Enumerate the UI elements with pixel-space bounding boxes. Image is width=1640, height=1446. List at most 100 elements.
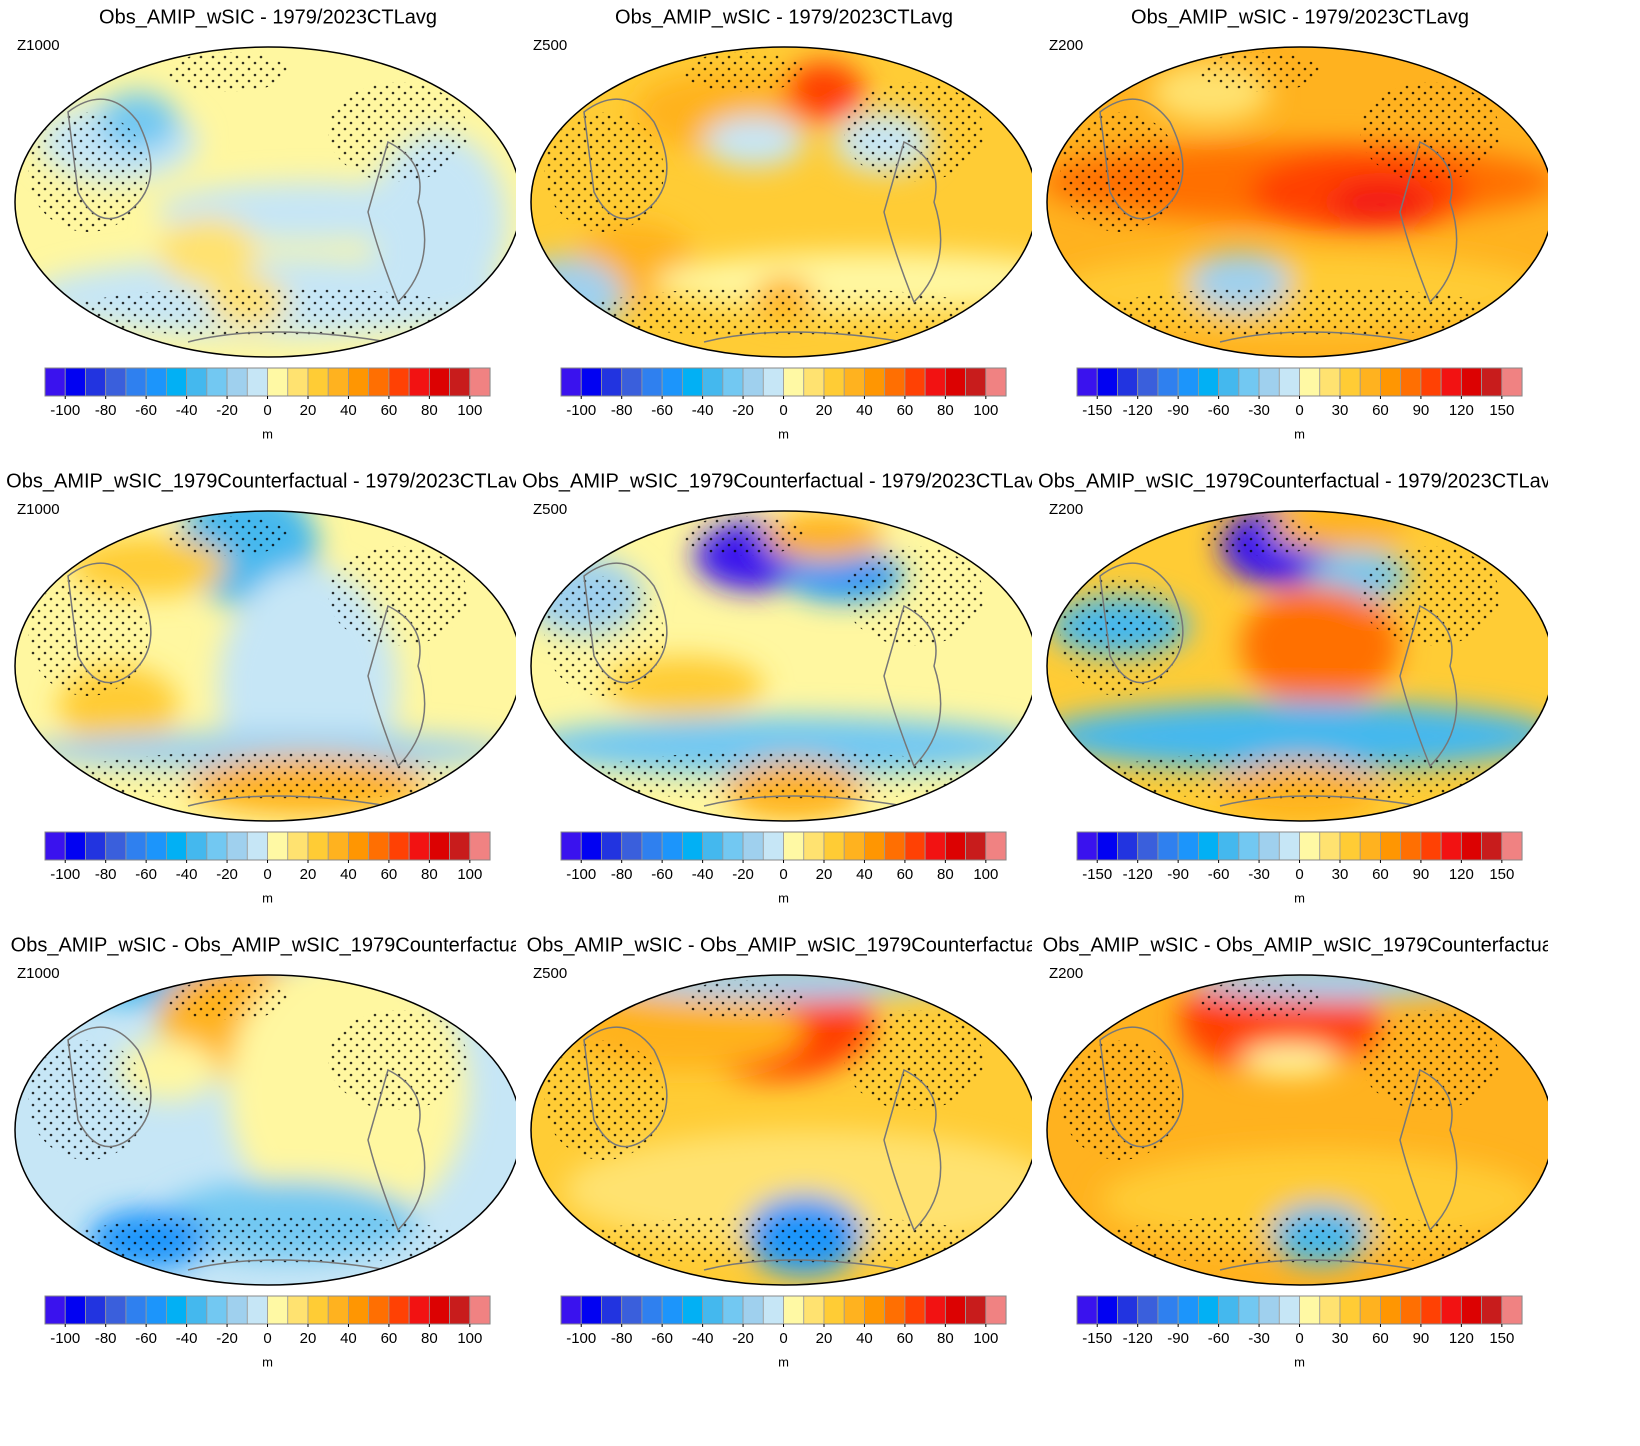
colorbar: -100 -80 -60 -40 -20 0 20 40 60 80 100 m <box>44 831 491 905</box>
colorbar-tick-label: -60 <box>651 1330 673 1347</box>
stippling <box>328 1010 468 1110</box>
colorbar: -150 -120 -90 -60 -30 0 30 60 90 120 150 m <box>1076 1295 1523 1369</box>
colorbar-tick-label: 80 <box>937 866 954 883</box>
colorbar-box <box>681 831 704 861</box>
panel: Obs_AMIP_wSIC - Obs_AMIP_wSIC_1979Counte… <box>1043 934 1558 1369</box>
colorbar-tick-label: 100 <box>973 402 998 419</box>
panel: Obs_AMIP_wSIC - 1979/2023CTLavgZ200-150-… <box>1046 6 1548 441</box>
colorbar-box <box>348 367 370 397</box>
colorbar-box <box>864 367 886 397</box>
colorbar-box <box>1380 831 1402 861</box>
colorbar-box <box>307 1295 329 1325</box>
colorbar-box <box>762 367 784 397</box>
colorbar-box <box>1258 831 1280 861</box>
colorbar-box <box>1278 367 1300 397</box>
stippling <box>1360 546 1500 646</box>
colorbar-tick-label: -100 <box>566 402 596 419</box>
colorbar-box <box>287 1295 309 1325</box>
colorbar-tick-label: 60 <box>897 866 914 883</box>
colorbar-box <box>823 367 845 397</box>
colorbar-tick-label: -100 <box>50 1330 80 1347</box>
colorbar-box <box>428 367 450 397</box>
stippling <box>1200 52 1320 92</box>
panel: Obs_AMIP_wSIC_1979Counterfactual - 1979/… <box>6 470 516 905</box>
colorbar-tick-label: 20 <box>300 1330 317 1347</box>
colorbar-box <box>985 831 1007 861</box>
panel-title: Obs_AMIP_wSIC - Obs_AMIP_wSIC_1979Counte… <box>1043 934 1558 956</box>
colorbar-box <box>1460 1295 1482 1325</box>
colorbar-box <box>1299 831 1321 861</box>
colorbar-box <box>64 367 86 397</box>
coastline <box>1099 98 1458 343</box>
colorbar-tick-label: 60 <box>381 866 398 883</box>
colorbar-box <box>1400 831 1422 861</box>
colorbar-box <box>1299 367 1321 397</box>
colorbar-box <box>1197 1295 1220 1325</box>
colorbar-tick-label: 80 <box>421 402 438 419</box>
colorbar-tick-label: -60 <box>651 866 673 883</box>
colorbar-box <box>125 367 147 397</box>
level-label: Z200 <box>1049 501 1083 518</box>
colorbar-tick-label: 30 <box>1332 402 1349 419</box>
colorbar: -100 -80 -60 -40 -20 0 20 40 60 80 100 m <box>560 1295 1007 1369</box>
colorbar-box <box>621 367 643 397</box>
colorbar-tick-label: -90 <box>1167 1330 1189 1347</box>
colorbar-tick-label: -100 <box>566 1330 596 1347</box>
stippling <box>1060 112 1180 232</box>
colorbar-box <box>1218 831 1240 861</box>
colorbar-box <box>408 367 430 397</box>
colorbar-box <box>267 831 289 861</box>
colorbar-tick-label: -120 <box>1123 1330 1153 1347</box>
colorbar-box <box>1501 1295 1523 1325</box>
colorbar-box <box>722 831 744 861</box>
colorbar-box <box>449 367 471 397</box>
colorbar-tick-label: 60 <box>381 1330 398 1347</box>
colorbar-box <box>186 1295 208 1325</box>
colorbar-box <box>226 1295 248 1325</box>
colorbar-tick-label: 90 <box>1413 866 1430 883</box>
colorbar-box <box>722 367 744 397</box>
stippling <box>1100 287 1500 337</box>
colorbar-box <box>560 1295 582 1325</box>
colorbar-box <box>1278 831 1300 861</box>
colorbar-box <box>105 367 127 397</box>
colorbar-tick-label: 150 <box>1489 402 1514 419</box>
map <box>15 975 516 1285</box>
colorbar-tick-label: 20 <box>300 402 317 419</box>
level-label: Z500 <box>533 37 567 54</box>
level-label: Z1000 <box>17 965 60 982</box>
colorbar-box <box>742 1295 764 1325</box>
colorbar-box <box>206 831 228 861</box>
colorbar-box <box>165 367 188 397</box>
colorbar-box <box>580 1295 602 1325</box>
colorbar-box <box>348 831 370 861</box>
stippling <box>844 546 984 646</box>
colorbar-box <box>1096 831 1118 861</box>
level-label: Z1000 <box>17 501 60 518</box>
panel-title: Obs_AMIP_wSIC - 1979/2023CTLavg <box>1131 6 1469 28</box>
stippling <box>544 1040 664 1160</box>
colorbar-tick-label: 0 <box>263 1330 271 1347</box>
colorbar-tick-label: -90 <box>1167 402 1189 419</box>
colorbar-tick-label: 60 <box>1372 866 1389 883</box>
colorbar-box <box>843 1295 865 1325</box>
colorbar-box <box>64 1295 86 1325</box>
colorbar-box <box>985 1295 1007 1325</box>
colorbar-box <box>965 367 987 397</box>
colorbar-box <box>904 831 926 861</box>
colorbar-box <box>1460 367 1482 397</box>
colorbar-box <box>145 1295 167 1325</box>
colorbar-box <box>388 831 410 861</box>
colorbar-tick-label: -100 <box>50 402 80 419</box>
colorbar-box <box>1481 1295 1503 1325</box>
field-blob <box>784 62 864 122</box>
colorbar-box <box>267 1295 289 1325</box>
colorbar-tick-label: 0 <box>1295 1330 1303 1347</box>
level-label: Z500 <box>533 501 567 518</box>
map <box>1047 511 1548 821</box>
colorbar-box <box>601 367 623 397</box>
colorbar-tick-label: -20 <box>216 402 238 419</box>
colorbar-tick-label: 80 <box>937 402 954 419</box>
colorbar: -100 -80 -60 -40 -20 0 20 40 60 80 100 m <box>560 367 1007 441</box>
field-blob <box>1240 1045 1340 1075</box>
